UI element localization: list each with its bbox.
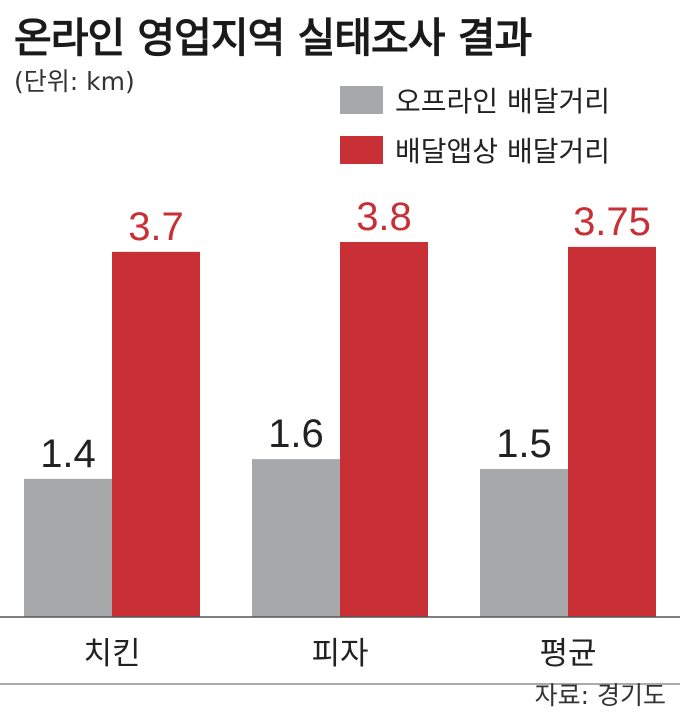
bar-offline-1 [24, 478, 112, 617]
category-label-1: 치킨 [83, 636, 140, 672]
bar-offline-3 [480, 468, 568, 617]
value-label-offline-2: 1.6 [268, 412, 324, 456]
bar-app-2 [340, 242, 428, 617]
value-label-app-3: 3.75 [573, 200, 651, 244]
legend-swatch-app [340, 136, 383, 164]
legend-item-offline: 오프라인 배달거리 [340, 80, 610, 120]
bar-offline-2 [252, 459, 340, 617]
chart-title: 온라인 영업지역 실태조사 결과 [14, 14, 532, 62]
legend-swatch-offline [340, 86, 383, 114]
legend-label-offline: 오프라인 배달거리 [395, 85, 610, 118]
bar-app-3 [568, 246, 656, 617]
value-label-offline-3: 1.5 [496, 422, 552, 466]
legend-item-app: 배달앱상 배달거리 [340, 130, 610, 170]
category-label-3: 평균 [539, 636, 596, 672]
legend-label-app: 배달앱상 배달거리 [395, 135, 610, 168]
category-label-2: 피자 [311, 636, 368, 672]
bar-app-1 [112, 251, 200, 618]
source-note: 자료: 경기도 [534, 681, 666, 710]
unit-label: (단위: km) [14, 67, 135, 96]
value-label-app-1: 3.7 [128, 205, 184, 249]
value-label-app-2: 3.8 [356, 195, 412, 239]
value-label-offline-1: 1.4 [40, 432, 96, 476]
